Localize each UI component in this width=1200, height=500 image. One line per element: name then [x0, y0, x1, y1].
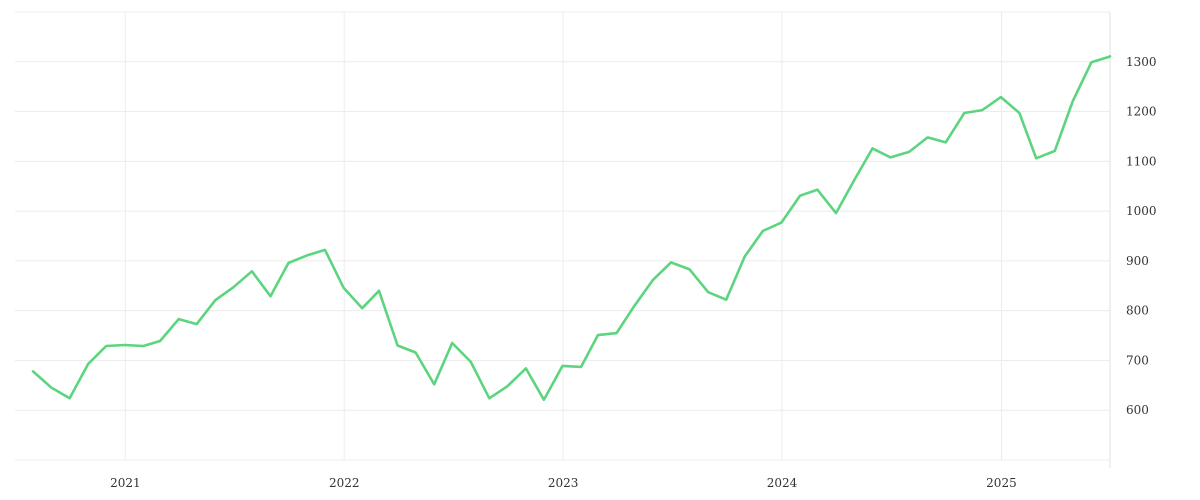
data-point — [32, 370, 34, 372]
data-point — [124, 344, 126, 346]
x-tick-label: 2024 — [767, 476, 798, 490]
y-tick-label: 700 — [1126, 353, 1149, 367]
data-point — [780, 221, 782, 223]
x-tick-label: 2021 — [110, 476, 141, 490]
y-tick-label: 900 — [1126, 254, 1149, 268]
data-point — [652, 279, 654, 281]
data-point — [178, 318, 180, 320]
data-point — [1054, 150, 1056, 152]
data-point — [396, 344, 398, 346]
y-tick-label: 1100 — [1126, 154, 1157, 168]
data-point — [50, 387, 52, 389]
data-point — [889, 156, 891, 158]
x-tick-label: 2022 — [329, 476, 360, 490]
data-point — [269, 295, 271, 297]
data-point — [142, 345, 144, 347]
data-point — [615, 332, 617, 334]
data-point — [324, 249, 326, 251]
data-point — [251, 270, 253, 272]
data-point — [981, 109, 983, 111]
data-point — [506, 385, 508, 387]
data-point — [1109, 55, 1111, 57]
y-tick-label: 1200 — [1126, 105, 1157, 119]
data-point — [580, 366, 582, 368]
x-tick-label: 2025 — [986, 476, 1017, 490]
series-layer — [31, 54, 1112, 402]
data-point — [1072, 100, 1074, 102]
data-point — [196, 323, 198, 325]
data-point — [561, 365, 563, 367]
data-point — [816, 189, 818, 191]
data-point — [1000, 96, 1002, 98]
grid — [15, 11, 1110, 461]
data-point — [232, 286, 234, 288]
data-point — [633, 305, 635, 307]
data-point — [451, 342, 453, 344]
data-point — [1090, 61, 1092, 63]
data-point — [525, 367, 527, 369]
data-point — [799, 195, 801, 197]
data-point — [159, 340, 161, 342]
data-point — [87, 363, 89, 365]
data-point — [871, 147, 873, 149]
y-tick-label: 1300 — [1126, 55, 1157, 69]
data-point — [688, 268, 690, 270]
y-tick-label: 800 — [1126, 304, 1149, 318]
tick-labels: 600 700 800 900 1000 1100 1200 1300 2021 2022 2023… — [110, 55, 1156, 490]
data-point — [433, 383, 435, 385]
data-point — [853, 180, 855, 182]
data-point — [105, 345, 107, 347]
data-point — [214, 299, 216, 301]
data-point — [744, 255, 746, 257]
data-point — [378, 290, 380, 292]
data-point — [725, 299, 727, 301]
y-tick-label: 1000 — [1126, 204, 1157, 218]
y-tick-label: 600 — [1126, 403, 1149, 417]
data-point — [597, 334, 599, 336]
data-point — [361, 307, 363, 309]
data-point — [342, 287, 344, 289]
data-point — [835, 212, 837, 214]
data-point — [927, 136, 929, 138]
x-tick-label: 2023 — [548, 476, 579, 490]
data-point — [707, 291, 709, 293]
data-point — [1018, 112, 1020, 114]
data-point — [543, 399, 545, 401]
data-point — [287, 262, 289, 264]
data-point — [306, 254, 308, 256]
data-point — [945, 141, 947, 143]
data-point — [470, 361, 472, 363]
data-point — [1035, 157, 1037, 159]
series-line — [31, 54, 1112, 402]
data-point — [670, 261, 672, 263]
data-point — [414, 351, 416, 353]
data-point — [762, 230, 764, 232]
data-point — [908, 151, 910, 153]
data-point — [488, 397, 490, 399]
data-point — [68, 397, 70, 399]
data-point — [963, 112, 965, 114]
